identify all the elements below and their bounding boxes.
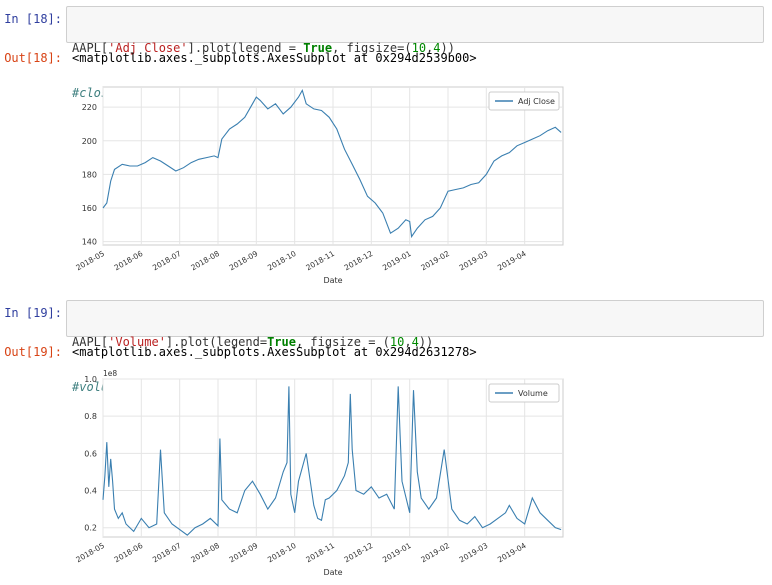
x-tick-label: 2018-05 [74,541,106,565]
code-token: , figsize=( [332,41,412,55]
x-tick-label: 2019-03 [458,249,490,273]
output-text: <matplotlib.axes._subplots.AxesSubplot a… [72,345,477,359]
x-tick-label: 2018-10 [266,541,298,565]
code-token: )) [440,41,455,55]
legend-box [488,91,560,111]
code-cell-volume[interactable]: AAPL['Volume'].plot(legend=True, figsize… [66,300,764,394]
y-tick-label: 180 [82,170,97,179]
x-tick-label: 2018-07 [151,541,183,565]
code-token: True [267,335,296,349]
x-tick-label: 2019-01 [381,541,413,565]
x-tick-label: 2018-06 [113,541,145,565]
input-prompt: In [19]: [4,306,62,320]
x-tick-label: 2019-04 [496,249,528,273]
output-text: <matplotlib.axes._subplots.AxesSubplot a… [72,51,477,65]
y-tick-label: 200 [82,137,97,146]
x-tick-label: 2019-01 [381,249,413,273]
code-token: , [404,335,412,349]
legend-label: Volume [518,389,548,398]
code-cell-adj-close[interactable]: AAPL['Adj Close'].plot(legend = True, fi… [66,6,764,100]
y-tick-label: 0.6 [84,449,97,458]
axis-offset-label: 1e8 [103,369,117,378]
code-token: 10 [389,335,405,349]
x-tick-label: 2018-11 [304,249,336,273]
y-tick-label: 160 [82,204,97,213]
x-tick-label: 2018-06 [113,249,145,273]
x-tick-label: 2018-12 [343,249,375,273]
y-tick-label: 0.4 [84,487,97,496]
input-prompt: In [18]: [4,12,62,26]
x-tick-label: 2018-12 [343,541,375,565]
legend-label: Adj Close [518,97,555,106]
series-line [102,386,562,536]
y-tick-label: 140 [82,238,97,247]
x-tick-label: 2018-08 [189,249,221,273]
x-tick-label: 2019-02 [419,249,451,273]
code-token: , [426,41,434,55]
code-token: 'Adj Close' [108,41,188,55]
x-tick-label: 2018-07 [151,249,183,273]
output-prompt: Out[19]: [4,345,62,359]
code-token: 10 [411,41,427,55]
x-tick-label: 2018-09 [228,249,260,273]
code-token: )) [418,335,434,349]
x-tick-label: 2018-08 [189,541,221,565]
code-token: AAPL[ [72,335,109,349]
code-token: , figsize = ( [295,335,390,349]
code-token: ].plot(legend= [165,335,268,349]
x-tick-label: 2018-09 [228,541,260,565]
y-tick-label: 220 [82,103,97,112]
output-prompt: Out[18]: [4,51,62,65]
x-tick-label: 2019-04 [496,541,528,565]
code-token: True [303,41,333,55]
x-tick-label: 2018-05 [74,249,106,273]
x-tick-label: 2019-02 [419,541,451,565]
y-tick-label: 0.2 [84,524,97,533]
code-token: 4 [433,41,441,55]
y-tick-label: 0.8 [84,412,97,421]
x-axis-label: Date [323,276,342,285]
x-tick-label: 2018-10 [266,249,298,273]
legend-box [488,383,560,403]
y-tick-label: 1.0 [84,375,97,384]
x-tick-label: 2018-11 [304,541,336,565]
code-line: AAPL['Volume'].plot(legend=True, figsize… [72,335,758,350]
code-line: AAPL['Adj Close'].plot(legend = True, fi… [72,41,758,56]
x-axis-label: Date [323,568,342,577]
code-token: 'Volume' [108,335,166,349]
code-token: 4 [411,335,419,349]
x-tick-label: 2019-03 [458,541,490,565]
code-token: AAPL[ [72,41,109,55]
code-token: ].plot(legend = [187,41,304,55]
series-line [102,88,562,239]
